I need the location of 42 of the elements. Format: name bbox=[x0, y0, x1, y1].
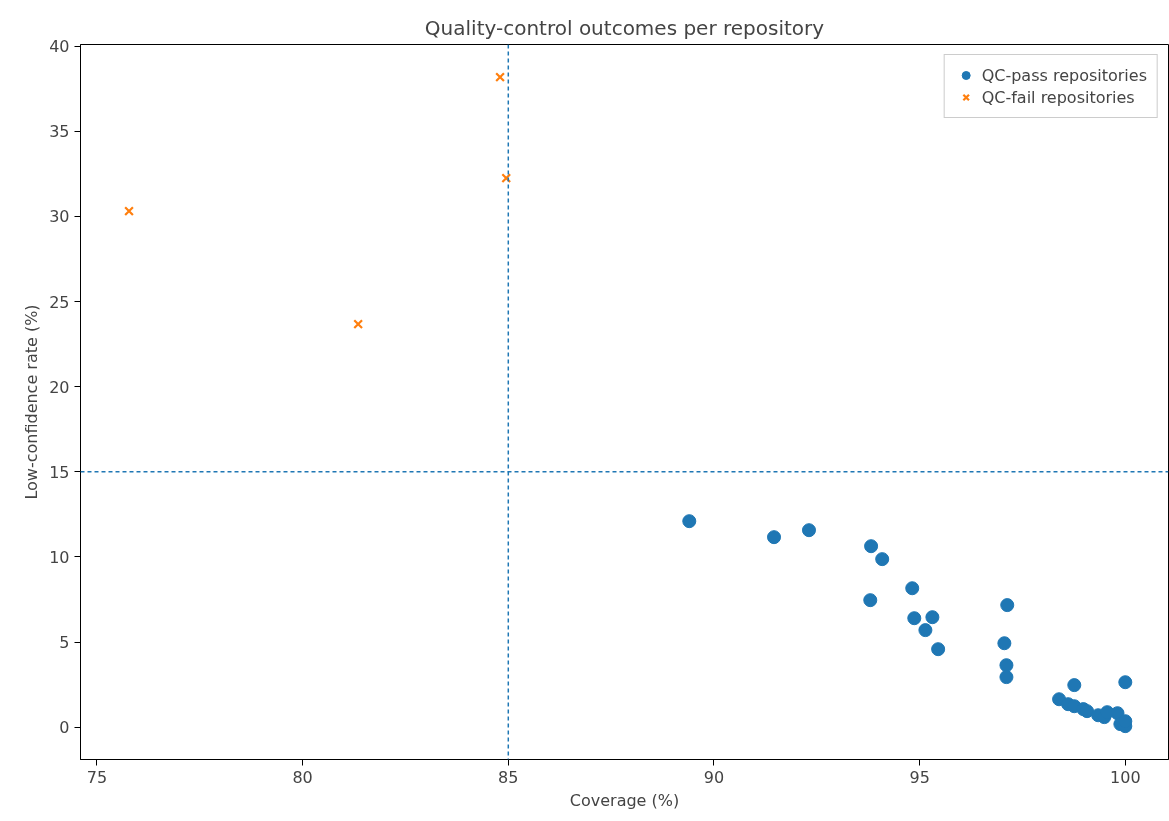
y-tick-label: 15 bbox=[49, 462, 70, 482]
x-tick-label: 95 bbox=[909, 767, 930, 787]
point bbox=[1118, 675, 1133, 690]
x-axis-title: Coverage (%) bbox=[569, 790, 680, 810]
legend-label: QC-fail repositories bbox=[981, 87, 1135, 107]
chart-title: Quality-control outcomes per repository bbox=[424, 15, 825, 40]
point bbox=[801, 523, 816, 538]
point bbox=[124, 206, 135, 217]
x-tick-label: 85 bbox=[498, 767, 519, 787]
point bbox=[682, 514, 697, 529]
x-tick-label: 75 bbox=[86, 767, 108, 787]
point bbox=[353, 319, 364, 330]
point bbox=[1000, 598, 1015, 613]
x-tick-label: 100 bbox=[1110, 767, 1141, 787]
x-tick-label: 80 bbox=[292, 767, 313, 787]
y-tick-label: 5 bbox=[59, 633, 70, 653]
x-tick-label: 90 bbox=[703, 767, 725, 787]
point bbox=[863, 593, 878, 608]
point bbox=[999, 670, 1014, 685]
y-tick-label: 20 bbox=[49, 377, 70, 397]
point bbox=[495, 72, 506, 83]
y-tick-label: 25 bbox=[49, 292, 70, 312]
y-tick-label: 30 bbox=[49, 207, 70, 227]
point bbox=[1067, 678, 1082, 693]
point bbox=[925, 610, 940, 625]
legend-label: QC-pass repositories bbox=[981, 65, 1147, 85]
point bbox=[501, 173, 512, 184]
point bbox=[997, 636, 1012, 651]
y-tick-label: 0 bbox=[59, 718, 70, 738]
point bbox=[864, 539, 879, 554]
point bbox=[999, 658, 1014, 673]
point bbox=[905, 581, 920, 596]
y-tick-label: 40 bbox=[49, 37, 70, 57]
y-tick-label: 10 bbox=[49, 547, 70, 567]
point bbox=[875, 552, 890, 567]
point bbox=[1080, 704, 1095, 719]
point bbox=[767, 530, 782, 545]
point bbox=[918, 623, 933, 638]
y-axis-title: Low-confidence rate (%) bbox=[22, 304, 42, 500]
point bbox=[907, 611, 922, 626]
point bbox=[931, 642, 946, 657]
y-tick-label: 35 bbox=[49, 122, 70, 142]
